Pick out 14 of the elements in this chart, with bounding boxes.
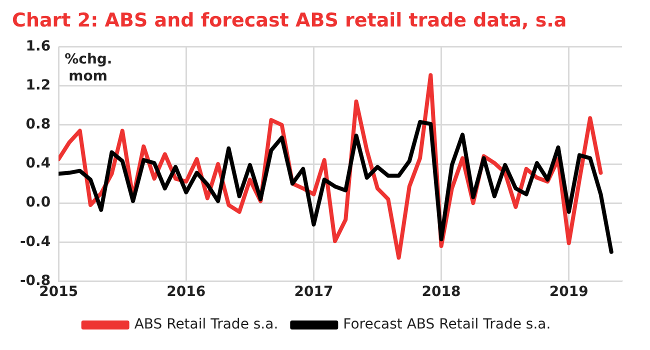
y-axis-title: %chg. mom [64,51,112,84]
legend-label: ABS Retail Trade s.a. [134,316,278,333]
x-tick-label: 2016 [166,284,206,300]
x-tick-label: 2018 [422,284,461,300]
y-tick-label: 1.6 [26,38,51,54]
y-tick-label: 0.4 [26,156,51,172]
y-tick-label: 1.2 [26,78,51,94]
y-tick-label: -0.4 [20,234,51,250]
y-tick-label: 0.0 [26,194,51,211]
x-tick-label: 2019 [549,284,588,300]
legend-label: Forecast ABS Retail Trade s.a. [343,316,551,333]
x-tick-label: 2017 [294,284,334,300]
chart-title: Chart 2: ABS and forecast ABS retail trade data, s.a [12,9,567,32]
y-tick-label: 0.8 [26,116,51,133]
